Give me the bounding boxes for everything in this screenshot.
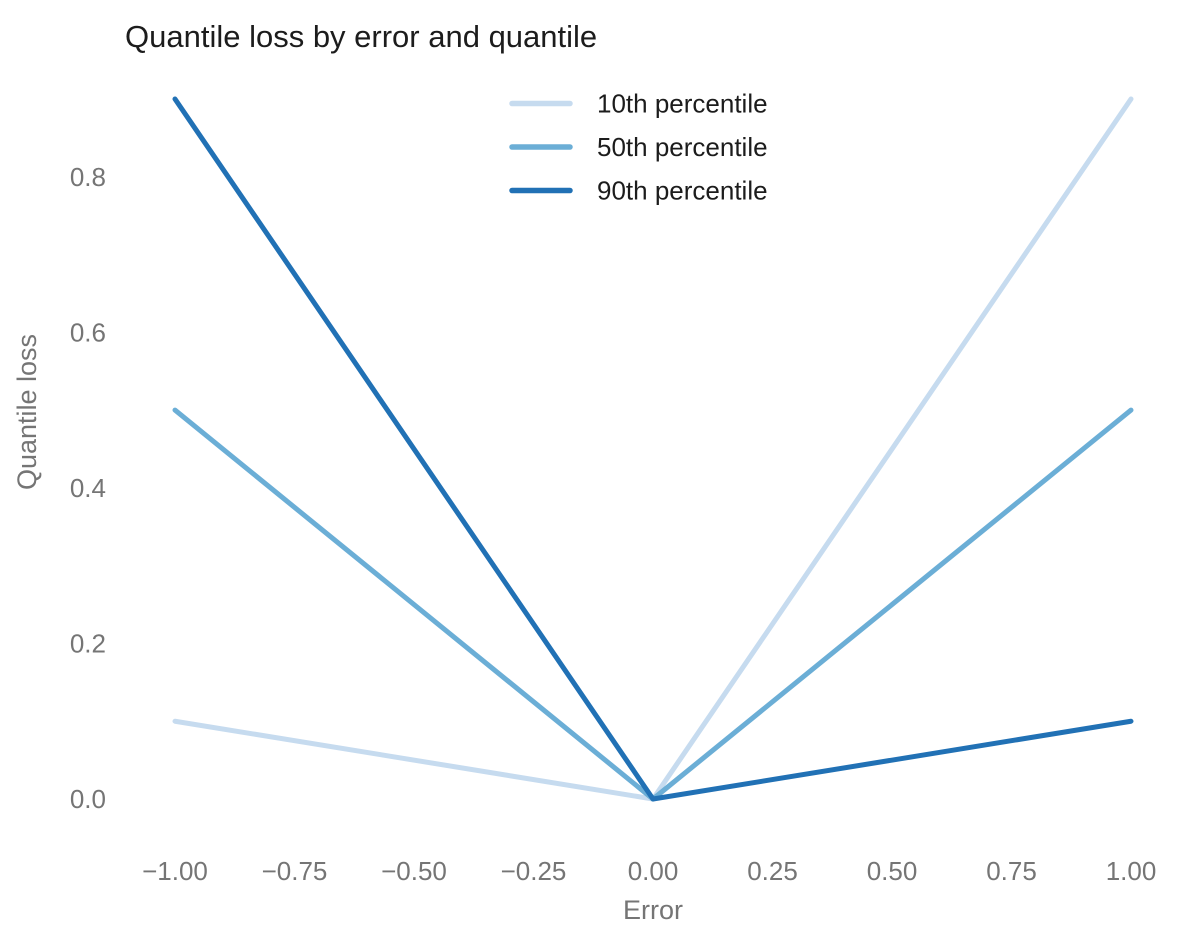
legend-label: 50th percentile	[597, 132, 768, 162]
y-tick-label: 0.0	[70, 784, 106, 814]
x-tick-label: 0.75	[986, 856, 1037, 886]
y-tick-label: 0.4	[70, 473, 106, 503]
legend: 10th percentile 50th percentile 90th perce…	[509, 89, 768, 206]
legend-item: 90th percentile	[509, 176, 768, 206]
legend-label: 90th percentile	[597, 176, 768, 206]
x-tick-label: 0.25	[747, 856, 798, 886]
legend-item: 10th percentile	[509, 89, 768, 119]
series-line-50th-percentile	[172, 407, 1134, 802]
x-tick-label: −0.75	[262, 856, 328, 886]
chart-title: Quantile loss by error and quantile	[125, 19, 597, 54]
series-line-90th-percentile	[172, 96, 1134, 802]
x-tick-label: 1.00	[1106, 856, 1157, 886]
y-tick-label: 0.8	[70, 162, 106, 192]
legend-item: 50th percentile	[509, 132, 768, 162]
y-tick-label: 0.2	[70, 628, 106, 658]
y-tick-label: 0.6	[70, 317, 106, 347]
x-axis-tick-labels: −1.00 −0.75 −0.50 −0.25 0.00 0.25 0.50 0.75 1.00	[142, 856, 1156, 886]
x-tick-label: 0.50	[867, 856, 918, 886]
y-axis-title: Quantile loss	[12, 334, 42, 490]
x-axis-title: Error	[623, 895, 683, 925]
x-tick-label: −1.00	[142, 856, 208, 886]
legend-label: 10th percentile	[597, 89, 768, 119]
y-axis-tick-labels: 0.0 0.2 0.4 0.6 0.8	[70, 162, 106, 814]
x-tick-label: −0.50	[381, 856, 447, 886]
x-tick-label: 0.00	[628, 856, 679, 886]
x-tick-label: −0.25	[501, 856, 567, 886]
series-lines	[172, 96, 1134, 802]
